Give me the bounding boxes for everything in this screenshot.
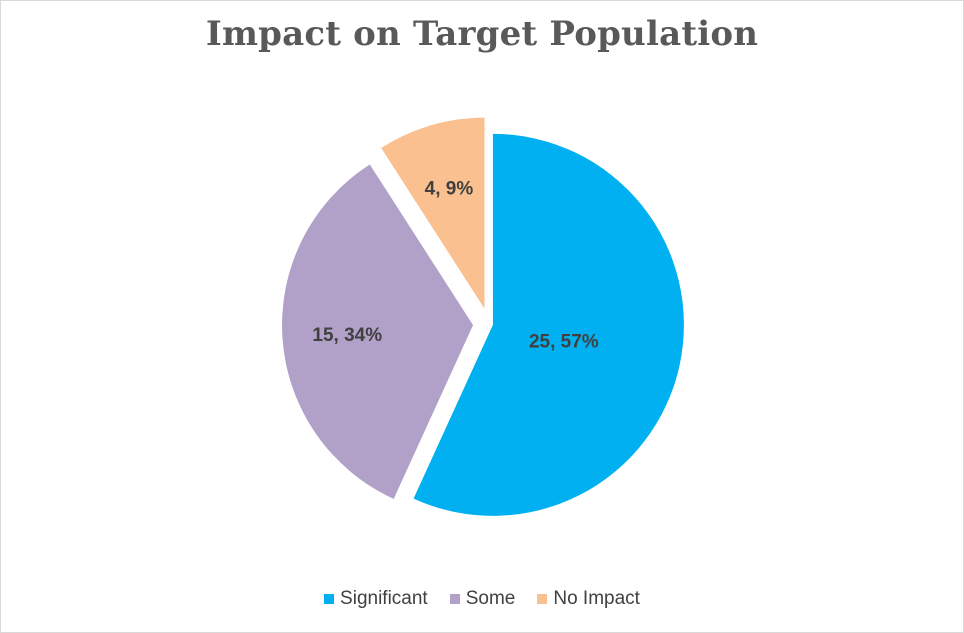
legend-label-significant: Significant [340,588,428,609]
pie-slice-significant [413,133,684,516]
legend-swatch-some [449,594,460,604]
legend-item-significant: Significant [324,588,428,610]
legend-item-no-impact: No Impact [537,588,640,610]
legend-label-no-impact: No Impact [553,588,640,609]
pie-slice-some [282,164,474,499]
legend-item-some: Some [449,588,516,610]
data-label-some: 15, 34% [312,325,382,346]
legend: Significant Some No Impact [0,588,964,610]
legend-swatch-significant [324,594,335,604]
chart-title: Impact on Target Population [205,14,759,54]
pie-slice-no-impact [381,117,485,309]
data-label-significant: 25, 57% [529,331,599,352]
data-label-no-impact: 4, 9% [425,179,474,200]
legend-swatch-no-impact [537,594,548,604]
legend-label-some: Some [465,588,516,609]
